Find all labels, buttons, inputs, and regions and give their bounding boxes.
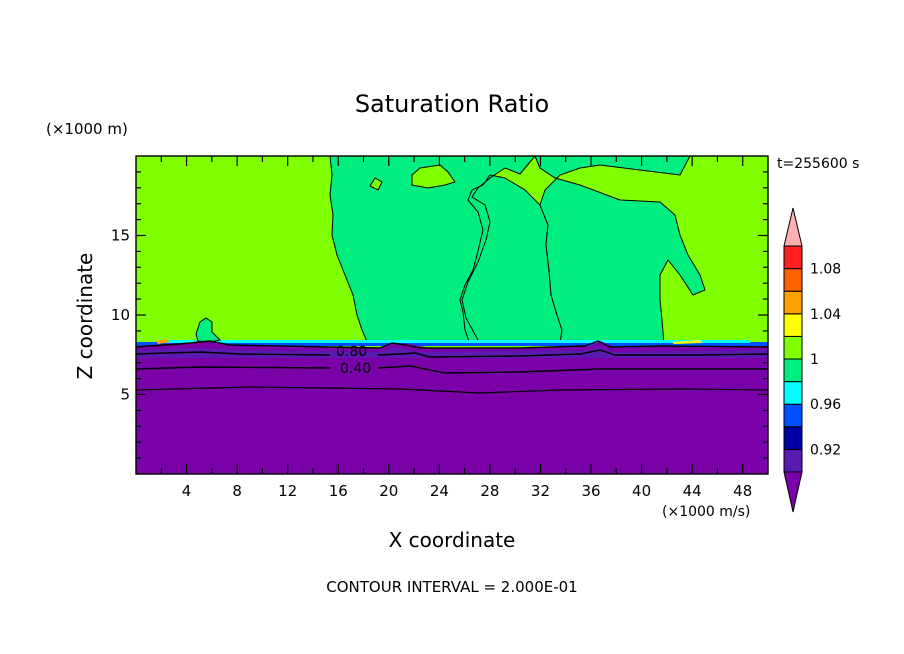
x-tick-label: 16 [329, 482, 348, 500]
colorbar-segment [783, 358, 803, 383]
x-tick-label: 36 [581, 482, 600, 500]
colorbar-tick-label: 0.96 [810, 397, 841, 413]
x-tick-label: 44 [683, 482, 702, 500]
colorbar-tick-label: 1 [810, 352, 819, 368]
x-tick-label: 20 [379, 482, 398, 500]
x-tick-label: 32 [531, 482, 550, 500]
x-tick-label: 24 [430, 482, 449, 500]
colorbar-segment [783, 290, 803, 315]
colorbar-segment [783, 313, 803, 337]
contour-line-bottom [135, 386, 769, 394]
saturated-region-plume-top [534, 155, 706, 345]
contour-label-0.80: 0.80 [336, 344, 367, 360]
y-axis-label: Z coordinate [73, 253, 97, 380]
x-tick-label: 48 [733, 482, 752, 500]
colorbar-segment [783, 426, 803, 450]
colorbar-segment [783, 335, 803, 360]
x-axis-ticks: 4 8 12 16 20 24 28 32 36 40 44 48 [160, 156, 752, 500]
saturated-region-left [329, 155, 563, 345]
warm-spot-right [672, 340, 702, 344]
x-tick-label: 4 [182, 482, 192, 500]
contour-label-0.40: 0.40 [340, 361, 371, 377]
colorbar-tick-label: 0.92 [810, 442, 841, 458]
dry-region [136, 341, 768, 474]
boundary-band-blue [136, 342, 768, 346]
green-hole-1 [411, 164, 456, 189]
colorbar-segment [783, 268, 803, 292]
contour-line-top [135, 340, 769, 349]
colorbar-tick-label: 1.04 [810, 307, 841, 323]
time-label: t=255600 s [777, 156, 859, 172]
colorbar-segment [783, 448, 803, 473]
x-tick-label: 8 [232, 482, 242, 500]
green-hole-2 [369, 177, 383, 191]
contour-line-0.40 [135, 365, 768, 374]
colorbar-segment [783, 245, 803, 270]
x-tick-label: 12 [278, 482, 297, 500]
x-tick-label: 28 [480, 482, 499, 500]
contour-line-0.80 [135, 349, 769, 358]
y-axis-ticks: 5 10 15 [111, 171, 768, 459]
warm-spot-left [156, 339, 170, 344]
colorbar-segment [783, 403, 803, 428]
y-tick-label: 10 [111, 306, 130, 324]
y-tick-label: 5 [120, 386, 130, 404]
chart-title: Saturation Ratio [355, 90, 549, 118]
colorbar-segment [783, 381, 803, 405]
colorbar: 0.92 0.96 1 1.04 1.08 [783, 207, 841, 513]
contour-interval-footer: CONTOUR INTERVAL = 2.000E-01 [326, 578, 577, 596]
colorbar-tick-label: 1.08 [810, 262, 841, 278]
colorbar-under-triangle [783, 471, 803, 513]
plot-area: 0.80 0.40 [135, 155, 769, 475]
x-tick-label: 40 [632, 482, 651, 500]
x-unit-label: (×1000 m/s) [662, 504, 750, 520]
y-unit-label: (×1000 m) [46, 120, 128, 138]
y-tick-label: 15 [111, 227, 130, 245]
colorbar-over-triangle [783, 207, 803, 247]
boundary-band-cyan [160, 340, 750, 343]
x-axis-label: X coordinate [389, 528, 516, 552]
